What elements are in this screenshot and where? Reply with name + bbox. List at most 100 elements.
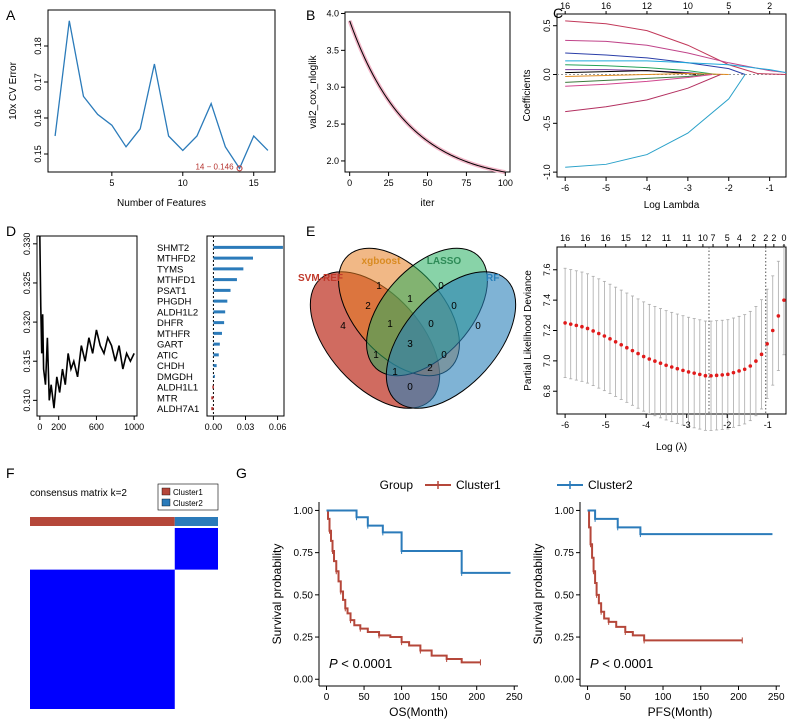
venn-region-count: 1 <box>376 281 382 292</box>
panel-d-bar <box>213 267 244 271</box>
panel-d-xtick-label: 0 <box>37 422 42 432</box>
legend-label-cluster1: Cluster1 <box>173 488 203 497</box>
panel-letter-a: A <box>6 7 16 23</box>
venn-set-label: RF <box>486 273 499 284</box>
km-xtick-label: 250 <box>506 692 523 703</box>
panel-b-xtick-label: 100 <box>498 178 513 188</box>
panel-c-ytick-label: -1.0 <box>542 164 552 180</box>
panel-e-point <box>675 366 680 371</box>
venn-region-count: 0 <box>451 301 457 312</box>
panel-d-trace-line <box>39 235 135 409</box>
panel-c-toptick-label: 16 <box>601 1 611 11</box>
panel-e-point <box>742 367 747 372</box>
panel-c-xtick-label: -5 <box>602 183 610 193</box>
panel-e-point <box>658 361 663 365</box>
legend-label-cluster2: Cluster2 <box>173 499 203 508</box>
panel-d-right-frame <box>206 235 285 417</box>
panel-d-bar <box>211 396 214 400</box>
km-ytick-label: 0.25 <box>294 633 314 644</box>
panel-e-toptick-label: 12 <box>641 233 651 243</box>
km-ytick-label: 1.00 <box>294 506 314 517</box>
panel-letter-d: D <box>6 223 16 239</box>
panel-e-toptick-label: 16 <box>560 233 570 243</box>
venn-region-count: 4 <box>340 321 346 332</box>
panel-e-point <box>664 363 668 368</box>
panel-a-ylabel: 10x CV Error <box>8 61 19 119</box>
panel-a-ytick-label: 0.18 <box>33 37 43 55</box>
panel-d-bar <box>213 364 217 368</box>
panel-e-xtick-label: -4 <box>642 420 650 430</box>
panel-b-loss-line <box>349 20 506 173</box>
panel-e-point <box>625 345 629 350</box>
panel-c-toptick-label: 5 <box>726 1 731 11</box>
panel-e-xtick-label: -1 <box>764 420 772 430</box>
panel-e-toptick-label: 4 <box>737 233 742 243</box>
panel-letter-c: C <box>553 5 563 21</box>
panel-d-xtick-label: 200 <box>51 422 66 432</box>
panel-c-xtick-label: -1 <box>766 183 774 193</box>
panel-e-point <box>759 352 764 357</box>
km-ytick-label: 0.00 <box>294 675 314 686</box>
km-xtick-label: 0 <box>585 692 591 703</box>
panel-e-xtick-label: -3 <box>683 420 691 430</box>
km-ylabel: Survival probability <box>270 544 284 645</box>
panel-e-point <box>697 372 702 377</box>
panel-c-toptick-label: 12 <box>642 1 652 11</box>
panel-d-bar <box>213 353 219 357</box>
panel-a-ytick-label: 0.15 <box>33 145 43 163</box>
panel-c-path3 <box>565 52 746 75</box>
panel-c-path2 <box>565 39 787 74</box>
panel-d-ytick-label: 0.330 <box>22 233 32 256</box>
panel-d-gene-label: MTHFD1 <box>157 275 196 286</box>
panel-d-bar <box>213 374 215 378</box>
venn-region-count: 3 <box>407 339 413 350</box>
panel-d-bar <box>213 256 253 260</box>
km-ytick-label: 1.00 <box>555 506 575 517</box>
km-curve-cluster2 <box>326 509 511 574</box>
panel-e-point <box>636 351 640 356</box>
km-pvalue-symbol: P <box>590 656 599 671</box>
legend-swatch-cluster1 <box>161 487 171 496</box>
panel-e-point <box>641 354 646 359</box>
panel-d-bar <box>211 407 214 411</box>
panel-e-xtick-label: -5 <box>602 420 610 430</box>
panel-e-point <box>585 326 590 331</box>
panel-e-point <box>720 373 725 377</box>
panel-d-left-frame <box>36 235 138 417</box>
panel-e-point <box>748 364 753 368</box>
panel-a-ytick-label: 0.16 <box>33 109 43 127</box>
panel-d-xtick-label: 1000 <box>124 422 144 432</box>
km-ytick-label: 0.00 <box>555 675 575 686</box>
km-xtick-label: 100 <box>393 692 410 703</box>
panel-d-bar <box>213 331 222 335</box>
km-pvalue-text: < 0.0001 <box>338 656 393 671</box>
panel-d-ytick-label: 0.315 <box>22 350 32 373</box>
km-ytick-label: 0.75 <box>555 548 575 559</box>
consensus-title: consensus matrix k=2 <box>30 488 127 499</box>
panel-d-gene-label: ALDH7A1 <box>157 404 199 415</box>
km-pvalue-text: < 0.0001 <box>599 656 654 671</box>
panel-a-min-annotation: 14 − 0.146 <box>195 162 234 171</box>
panel-e-toptick-label: 2 <box>771 233 776 243</box>
venn-region-count: 1 <box>373 350 379 361</box>
panel-c-path12 <box>565 74 746 168</box>
panel-c-xlabel: Log Lambda <box>644 200 700 211</box>
km-xtick-label: 150 <box>431 692 448 703</box>
panel-e-point <box>703 373 708 378</box>
panel-e-point <box>568 322 573 326</box>
panel-a-cv-line <box>54 20 269 170</box>
km-ytick-label: 0.50 <box>555 590 575 601</box>
venn-region-count: 0 <box>428 319 434 330</box>
km-xtick-label: 250 <box>768 692 785 703</box>
panel-b-xtick-label: 75 <box>461 178 471 188</box>
legend-swatch-cluster2 <box>161 498 171 507</box>
panel-b-ytick-label: 3.0 <box>326 82 339 92</box>
panel-d-right-xtick-label: 0.03 <box>237 422 255 432</box>
panel-e-ytick-label: 7.2 <box>542 324 552 337</box>
panel-letter-e: E <box>306 223 315 239</box>
panel-c-path1 <box>565 20 787 76</box>
km-xtick-label: 200 <box>468 692 485 703</box>
venn-region-count: 1 <box>392 367 398 378</box>
venn-region-count: 0 <box>438 281 444 292</box>
panel-e-ytick-label: 7.4 <box>542 294 552 307</box>
